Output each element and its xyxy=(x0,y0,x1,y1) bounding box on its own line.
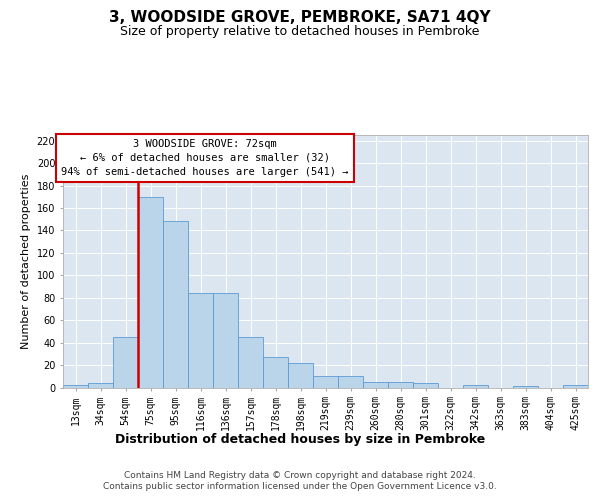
Bar xyxy=(513,386,538,388)
Text: Distribution of detached houses by size in Pembroke: Distribution of detached houses by size … xyxy=(115,432,485,446)
Bar xyxy=(338,376,363,388)
Bar xyxy=(113,337,138,388)
Text: 3 WOODSIDE GROVE: 72sqm
← 6% of detached houses are smaller (32)
94% of semi-det: 3 WOODSIDE GROVE: 72sqm ← 6% of detached… xyxy=(61,139,349,177)
Bar xyxy=(163,222,188,388)
Bar xyxy=(63,386,88,388)
Bar xyxy=(213,293,238,388)
Text: Size of property relative to detached houses in Pembroke: Size of property relative to detached ho… xyxy=(121,25,479,38)
Text: 3, WOODSIDE GROVE, PEMBROKE, SA71 4QY: 3, WOODSIDE GROVE, PEMBROKE, SA71 4QY xyxy=(109,10,491,25)
Bar xyxy=(288,363,313,388)
Bar xyxy=(563,386,588,388)
Text: Contains HM Land Registry data © Crown copyright and database right 2024.: Contains HM Land Registry data © Crown c… xyxy=(124,471,476,480)
Bar xyxy=(463,386,488,388)
Text: Contains public sector information licensed under the Open Government Licence v3: Contains public sector information licen… xyxy=(103,482,497,491)
Bar xyxy=(388,382,413,388)
Bar xyxy=(413,383,438,388)
Y-axis label: Number of detached properties: Number of detached properties xyxy=(21,174,31,349)
Bar xyxy=(188,293,213,388)
Bar xyxy=(263,357,288,388)
Bar xyxy=(138,196,163,388)
Bar xyxy=(363,382,388,388)
Bar xyxy=(238,337,263,388)
Bar xyxy=(88,383,113,388)
Bar xyxy=(313,376,338,388)
